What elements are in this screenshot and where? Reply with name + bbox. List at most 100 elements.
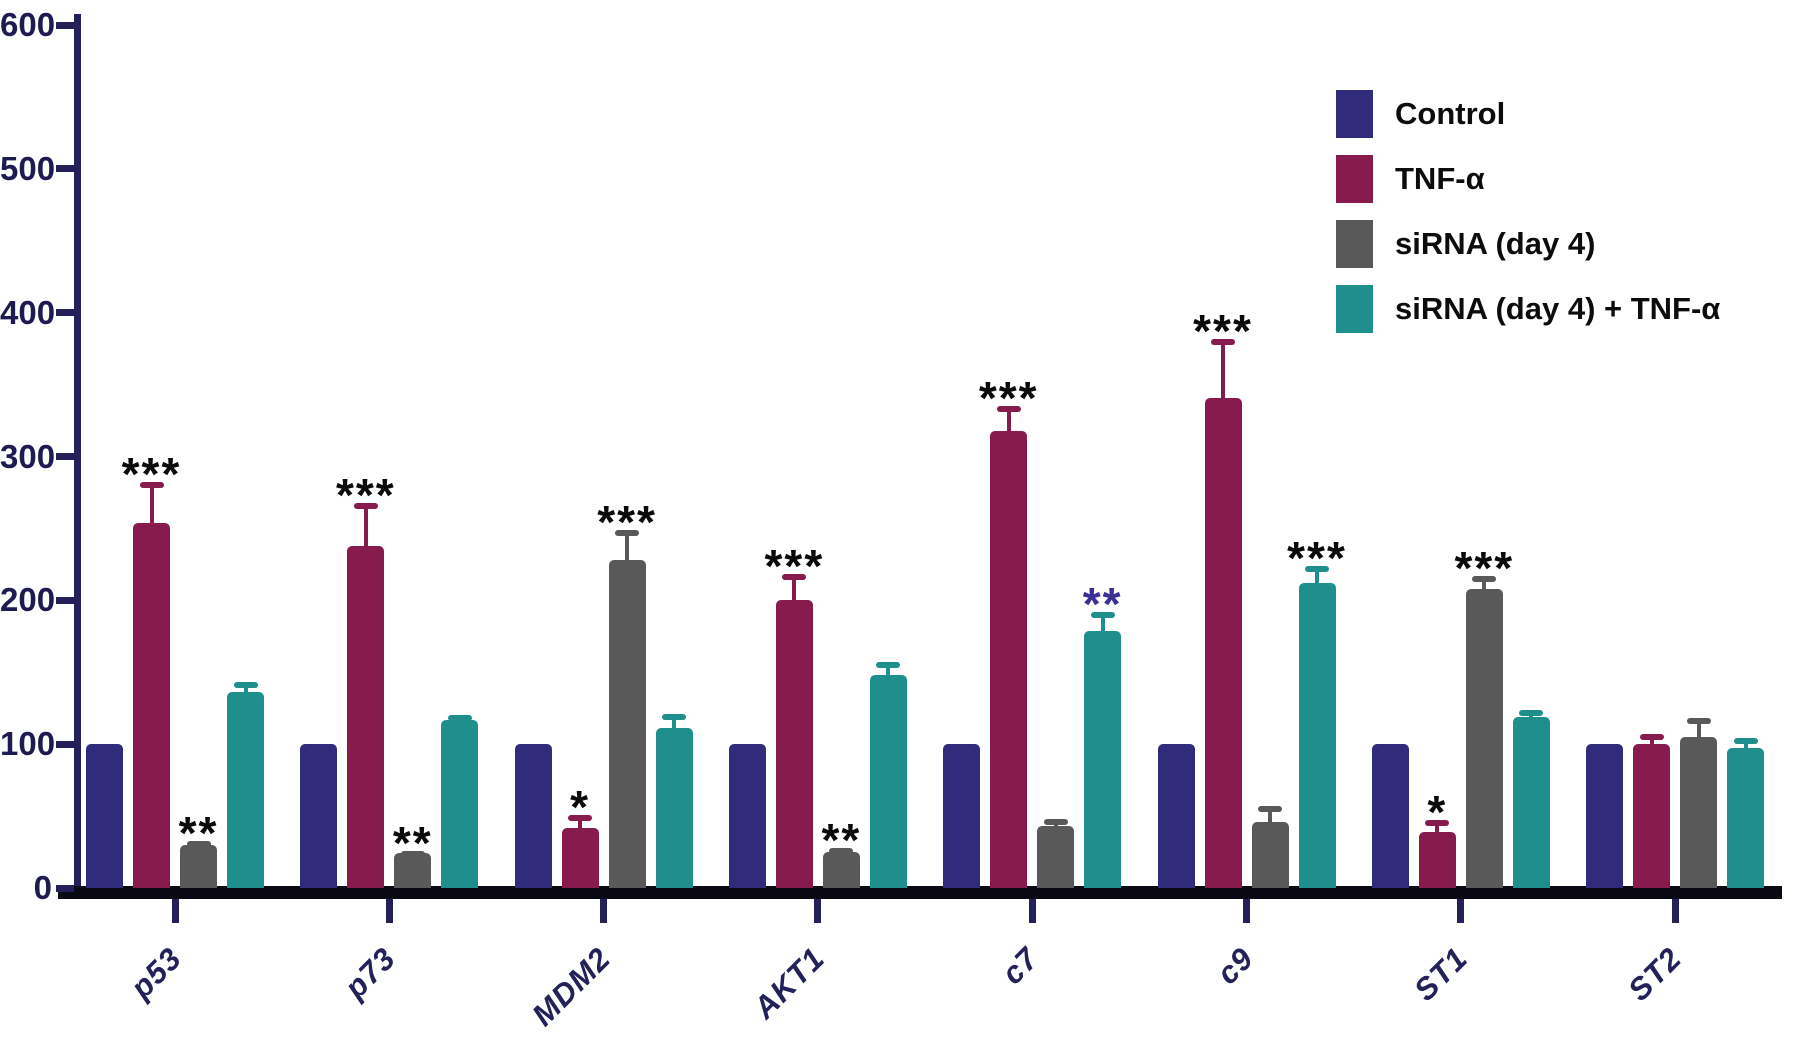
significance-akt1-sirna-day-4: ** <box>821 813 862 866</box>
bar-st1-tnf <box>1418 831 1456 888</box>
error-bar-cap <box>876 662 901 669</box>
bar-group-c7: *** ** <box>943 25 1122 888</box>
x-tick-p73 <box>385 899 393 923</box>
y-tick-500 <box>56 165 74 173</box>
y-tick-label-200: 200 <box>0 581 56 619</box>
bar-c9-control <box>1157 744 1195 888</box>
y-tick-label-300: 300 <box>0 437 56 475</box>
error-bar-c9-sirna-day-4 <box>1252 806 1289 828</box>
error-bar-p73-sirna-day-4-tnf <box>441 715 478 726</box>
legend-label-sirna-day-4-tnf: siRNA (day 4) + TNF-α <box>1395 291 1721 326</box>
error-bar-c9-sirna-day-4-tnf <box>1299 565 1336 590</box>
error-bar-p53-sirna-day-4-tnf <box>227 682 264 699</box>
error-bar-stem <box>792 574 797 607</box>
error-bar-c7-sirna-day-4 <box>1037 818 1074 833</box>
y-tick-200 <box>56 596 74 604</box>
bar-slot-c9-sirna-day-4 <box>1251 25 1289 888</box>
x-tick-label-c7: c7 <box>994 940 1046 992</box>
bar-slot-st2-control <box>1586 25 1624 888</box>
significance-p73-tnf: *** <box>335 468 396 521</box>
error-bar-cap <box>1090 611 1115 618</box>
error-bar-cap <box>662 713 687 720</box>
y-tick-label-500: 500 <box>0 149 56 187</box>
bar-group-p73: *** ** <box>300 25 479 888</box>
significance-mdm2-tnf: * <box>570 780 591 833</box>
bar-slot-st2-tnf <box>1633 25 1671 888</box>
significance-c7-tnf: *** <box>978 372 1039 425</box>
bar-slot-mdm2-sirna-day-4-tnf <box>655 25 693 888</box>
bar-group-c9: *** *** <box>1157 25 1345 888</box>
error-bar-c7-sirna-day-4-tnf <box>1084 611 1121 637</box>
error-bar-cap <box>615 529 640 536</box>
bar-c9-sirna-day-4-tnf <box>1298 583 1336 888</box>
error-bar-mdm2-sirna-day-4-tnf <box>656 713 693 735</box>
bar-c9-tnf <box>1204 397 1242 888</box>
bar-slot-akt1-sirna-day-4-tnf <box>869 25 907 888</box>
legend-swatch-sirna-day-4-tnf <box>1336 285 1373 333</box>
bar-slot-p73-tnf: *** <box>336 25 394 888</box>
bar-st2-sirna-day-4 <box>1680 736 1718 888</box>
error-bar-c9-tnf <box>1205 338 1242 404</box>
legend-label-tnf: TNF-α <box>1395 161 1485 196</box>
error-bar-stem <box>1268 806 1272 828</box>
bar-akt1-tnf <box>775 600 813 888</box>
error-bar-c7-tnf <box>990 406 1027 437</box>
error-bar-stem <box>672 713 677 735</box>
bar-mdm2-sirna-day-4-tnf <box>655 728 693 888</box>
bar-p53-control <box>86 744 123 888</box>
x-tick-label-st2: ST2 <box>1621 940 1689 1008</box>
error-bar-cap <box>447 715 472 722</box>
significance-mdm2-sirna-day-4: *** <box>597 495 657 548</box>
bar-p73-sirna-day-4-tnf <box>441 719 479 888</box>
significance-st1-sirna-day-4: *** <box>1454 541 1515 594</box>
bar-slot-p73-sirna-day-4: ** <box>393 25 432 888</box>
error-bar-akt1-tnf <box>776 574 813 607</box>
error-bar-stem <box>1743 738 1748 755</box>
bar-st2-tnf <box>1633 744 1671 888</box>
bar-slot-c7-sirna-day-4-tnf: ** <box>1083 25 1122 888</box>
error-bar-cap <box>1211 338 1235 345</box>
error-bar-cap <box>1472 575 1497 582</box>
bar-slot-st1-control <box>1371 25 1409 888</box>
bar-group-st2 <box>1586 25 1765 888</box>
error-bar-st2-tnf <box>1633 734 1670 751</box>
y-tick-label-100: 100 <box>0 725 56 763</box>
error-bar-stem <box>1529 709 1534 723</box>
error-bar-cap <box>1639 734 1664 741</box>
y-tick-label-400: 400 <box>0 293 56 331</box>
legend-swatch-control <box>1336 90 1373 138</box>
y-tick-400 <box>56 309 74 317</box>
bar-slot-c7-control <box>943 25 981 888</box>
error-bar-cap <box>996 406 1021 413</box>
error-bar-stem <box>886 662 891 682</box>
error-bar-st1-tnf <box>1419 820 1456 838</box>
x-tick-c9 <box>1243 899 1250 923</box>
legend-swatch-tnf <box>1336 155 1373 203</box>
y-tick-600 <box>56 21 74 29</box>
bar-slot-akt1-sirna-day-4: ** <box>821 25 860 888</box>
bar-mdm2-control <box>514 744 552 888</box>
bar-mdm2-tnf <box>561 827 599 888</box>
error-bar-cap <box>233 682 258 689</box>
error-bar-stem <box>243 682 248 699</box>
bar-c7-sirna-day-4-tnf <box>1084 630 1122 888</box>
x-tick-st2 <box>1671 899 1679 923</box>
error-bar-stem <box>1100 611 1105 637</box>
bar-group-p53: *** ** <box>86 25 264 888</box>
error-bar-stem <box>625 529 630 567</box>
error-bar-stem <box>578 814 583 834</box>
x-tick-c7 <box>1028 899 1036 923</box>
significance-akt1-tnf: *** <box>764 540 825 593</box>
bar-p53-sirna-day-4-tnf <box>227 692 264 888</box>
error-bar-stem <box>1435 820 1440 838</box>
bar-mdm2-sirna-day-4 <box>608 560 646 888</box>
error-bar-mdm2-tnf <box>562 814 599 834</box>
legend: Control TNF-α siRNA (day 4) siRNA (day 4) +… <box>1336 90 1720 350</box>
x-tick-label-p53: p53 <box>123 940 189 1006</box>
legend-item-control: Control <box>1336 90 1720 138</box>
error-bar-cap <box>353 502 378 509</box>
legend-item-sirna-day-4: siRNA (day 4) <box>1336 220 1720 268</box>
error-bar-cap <box>400 850 425 857</box>
error-bar-p73-sirna-day-4 <box>394 850 431 860</box>
